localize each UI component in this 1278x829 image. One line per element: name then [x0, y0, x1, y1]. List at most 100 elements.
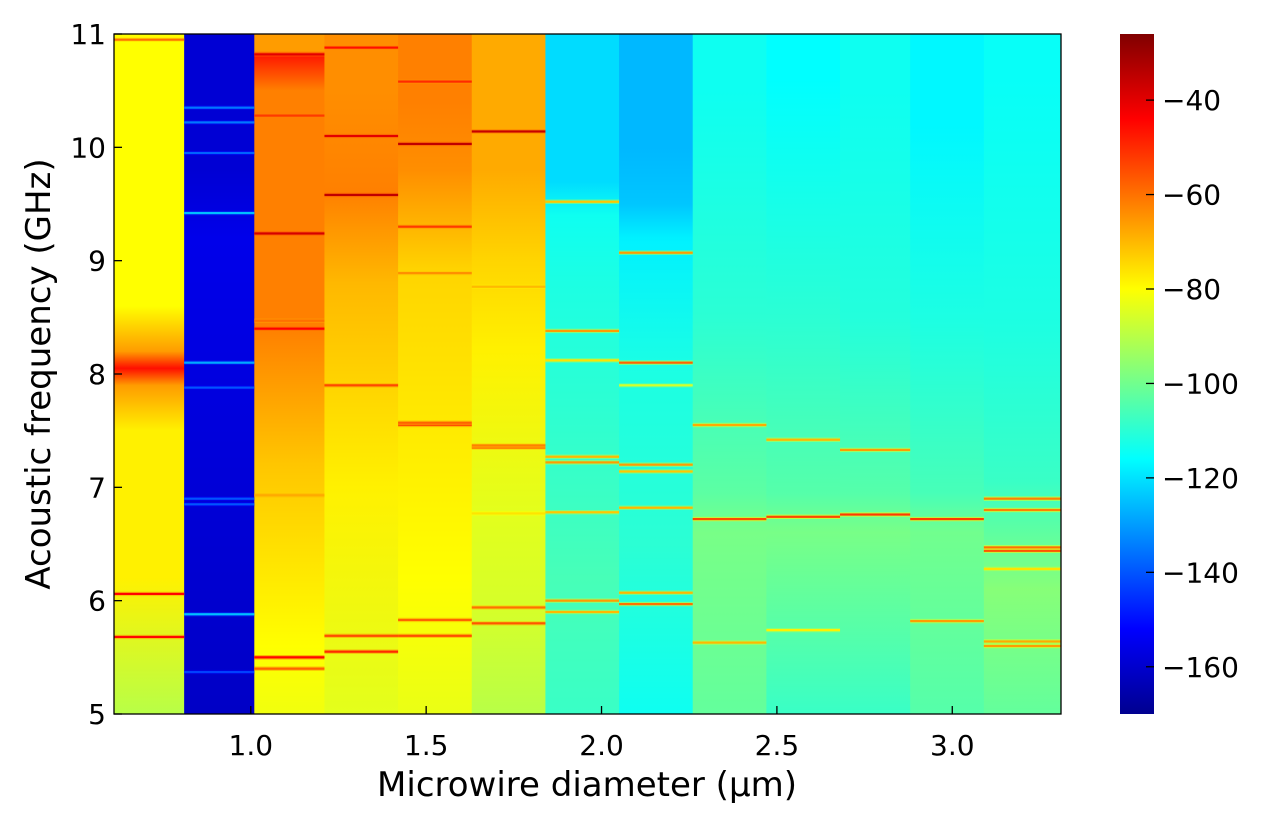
resonance-line [254, 114, 325, 117]
resonance-line [324, 193, 399, 197]
resonance-line [471, 444, 546, 447]
resonance-line [619, 602, 693, 606]
heatmap-cells [114, 34, 1061, 714]
resonance-line [184, 386, 255, 389]
resonance-line [471, 622, 546, 625]
y-axis-label: Acoustic frequency (GHz) [19, 158, 59, 589]
resonance-line [619, 251, 693, 254]
y-axis: 5 6 7 8 9 10 11 [70, 18, 122, 731]
heatmap-column [840, 34, 911, 714]
resonance-line [184, 503, 255, 506]
resonance-line [114, 592, 185, 595]
colorbar-tick-label: −60 [1162, 179, 1221, 212]
resonance-line [184, 211, 255, 215]
x-tick-label: 2.5 [755, 729, 800, 762]
resonance-line [983, 567, 1061, 571]
resonance-line [766, 438, 841, 441]
resonance-line [398, 423, 472, 427]
resonance-line [619, 384, 693, 387]
resonance-lines [114, 37, 1061, 675]
colorbar-tick-label: −120 [1162, 462, 1239, 495]
resonance-line [619, 470, 693, 473]
resonance-line [619, 361, 693, 364]
resonance-line [545, 200, 620, 203]
resonance-line [692, 641, 767, 644]
resonance-line [398, 142, 472, 146]
colorbar-tick-label: −40 [1162, 84, 1221, 117]
resonance-line [114, 38, 185, 41]
resonance-line [184, 121, 255, 124]
heatmap-column [254, 34, 326, 714]
heatmap-column [398, 34, 473, 714]
x-tick-label: 3.0 [930, 729, 975, 762]
resonance-line [840, 513, 911, 516]
resonance-line [254, 494, 325, 497]
resonance-line [983, 508, 1061, 512]
resonance-line [184, 361, 255, 364]
x-tick-label: 2.0 [579, 729, 624, 762]
resonance-line [983, 546, 1061, 549]
resonance-line [545, 610, 620, 614]
colorbar-tick-label: −100 [1162, 367, 1239, 400]
resonance-line [254, 232, 325, 235]
y-tick-label: 10 [70, 131, 106, 164]
y-tick-label: 7 [88, 471, 106, 504]
y-tick-label: 5 [88, 698, 106, 731]
resonance-line [545, 461, 620, 464]
resonance-line [184, 670, 255, 674]
x-tick-label: 1.5 [404, 729, 449, 762]
resonance-line [840, 448, 911, 452]
resonance-line [184, 497, 255, 500]
colorbar-tick-label: −140 [1162, 556, 1239, 589]
resonance-line [983, 549, 1061, 552]
resonance-line [254, 327, 325, 330]
resonance-line [471, 446, 546, 449]
heatmap-column [910, 34, 985, 714]
resonance-line [254, 667, 325, 670]
x-axis: 1.0 1.5 2.0 2.5 3.0 [229, 706, 975, 762]
resonance-line [324, 384, 399, 387]
resonance-line [910, 619, 984, 623]
resonance-line [254, 53, 325, 56]
resonance-line [114, 635, 185, 639]
resonance-line [766, 515, 841, 518]
resonance-line [324, 134, 399, 138]
colorbar-tick-label: −80 [1162, 273, 1221, 306]
heatmap-column [324, 34, 399, 714]
heatmap-column [471, 34, 547, 714]
colorbar-tick-label: −160 [1162, 651, 1239, 684]
resonance-line [324, 46, 399, 49]
heatmap-column [766, 34, 841, 714]
resonance-line [471, 285, 546, 288]
resonance-line [545, 599, 620, 602]
resonance-line [619, 591, 693, 594]
resonance-line [692, 517, 767, 521]
y-tick-label: 8 [88, 358, 106, 391]
resonance-line [471, 130, 546, 133]
y-tick-label: 9 [88, 245, 106, 278]
x-axis-label: Microwire diameter (µm) [377, 765, 797, 805]
resonance-line [184, 106, 255, 109]
heatmap-column [114, 34, 185, 714]
heatmap-column [983, 34, 1061, 714]
resonance-line [545, 455, 620, 458]
resonance-line [398, 272, 472, 275]
resonance-line [184, 613, 255, 616]
resonance-line [983, 497, 1061, 500]
resonance-line [692, 423, 767, 427]
resonance-line [545, 511, 620, 514]
resonance-line [324, 650, 399, 653]
resonance-line [398, 618, 472, 622]
resonance-line [619, 506, 693, 509]
heatmap-column [692, 34, 767, 714]
resonance-line [254, 656, 325, 659]
colorbar-axis: −40 −60 −80 −100 −120 −140 −160 [1146, 84, 1239, 684]
resonance-line [254, 319, 325, 322]
resonance-line [471, 512, 546, 515]
resonance-line [983, 644, 1061, 648]
resonance-line [471, 606, 546, 609]
resonance-line [398, 634, 472, 637]
resonance-line [324, 634, 399, 637]
heatmap-column [619, 34, 694, 714]
